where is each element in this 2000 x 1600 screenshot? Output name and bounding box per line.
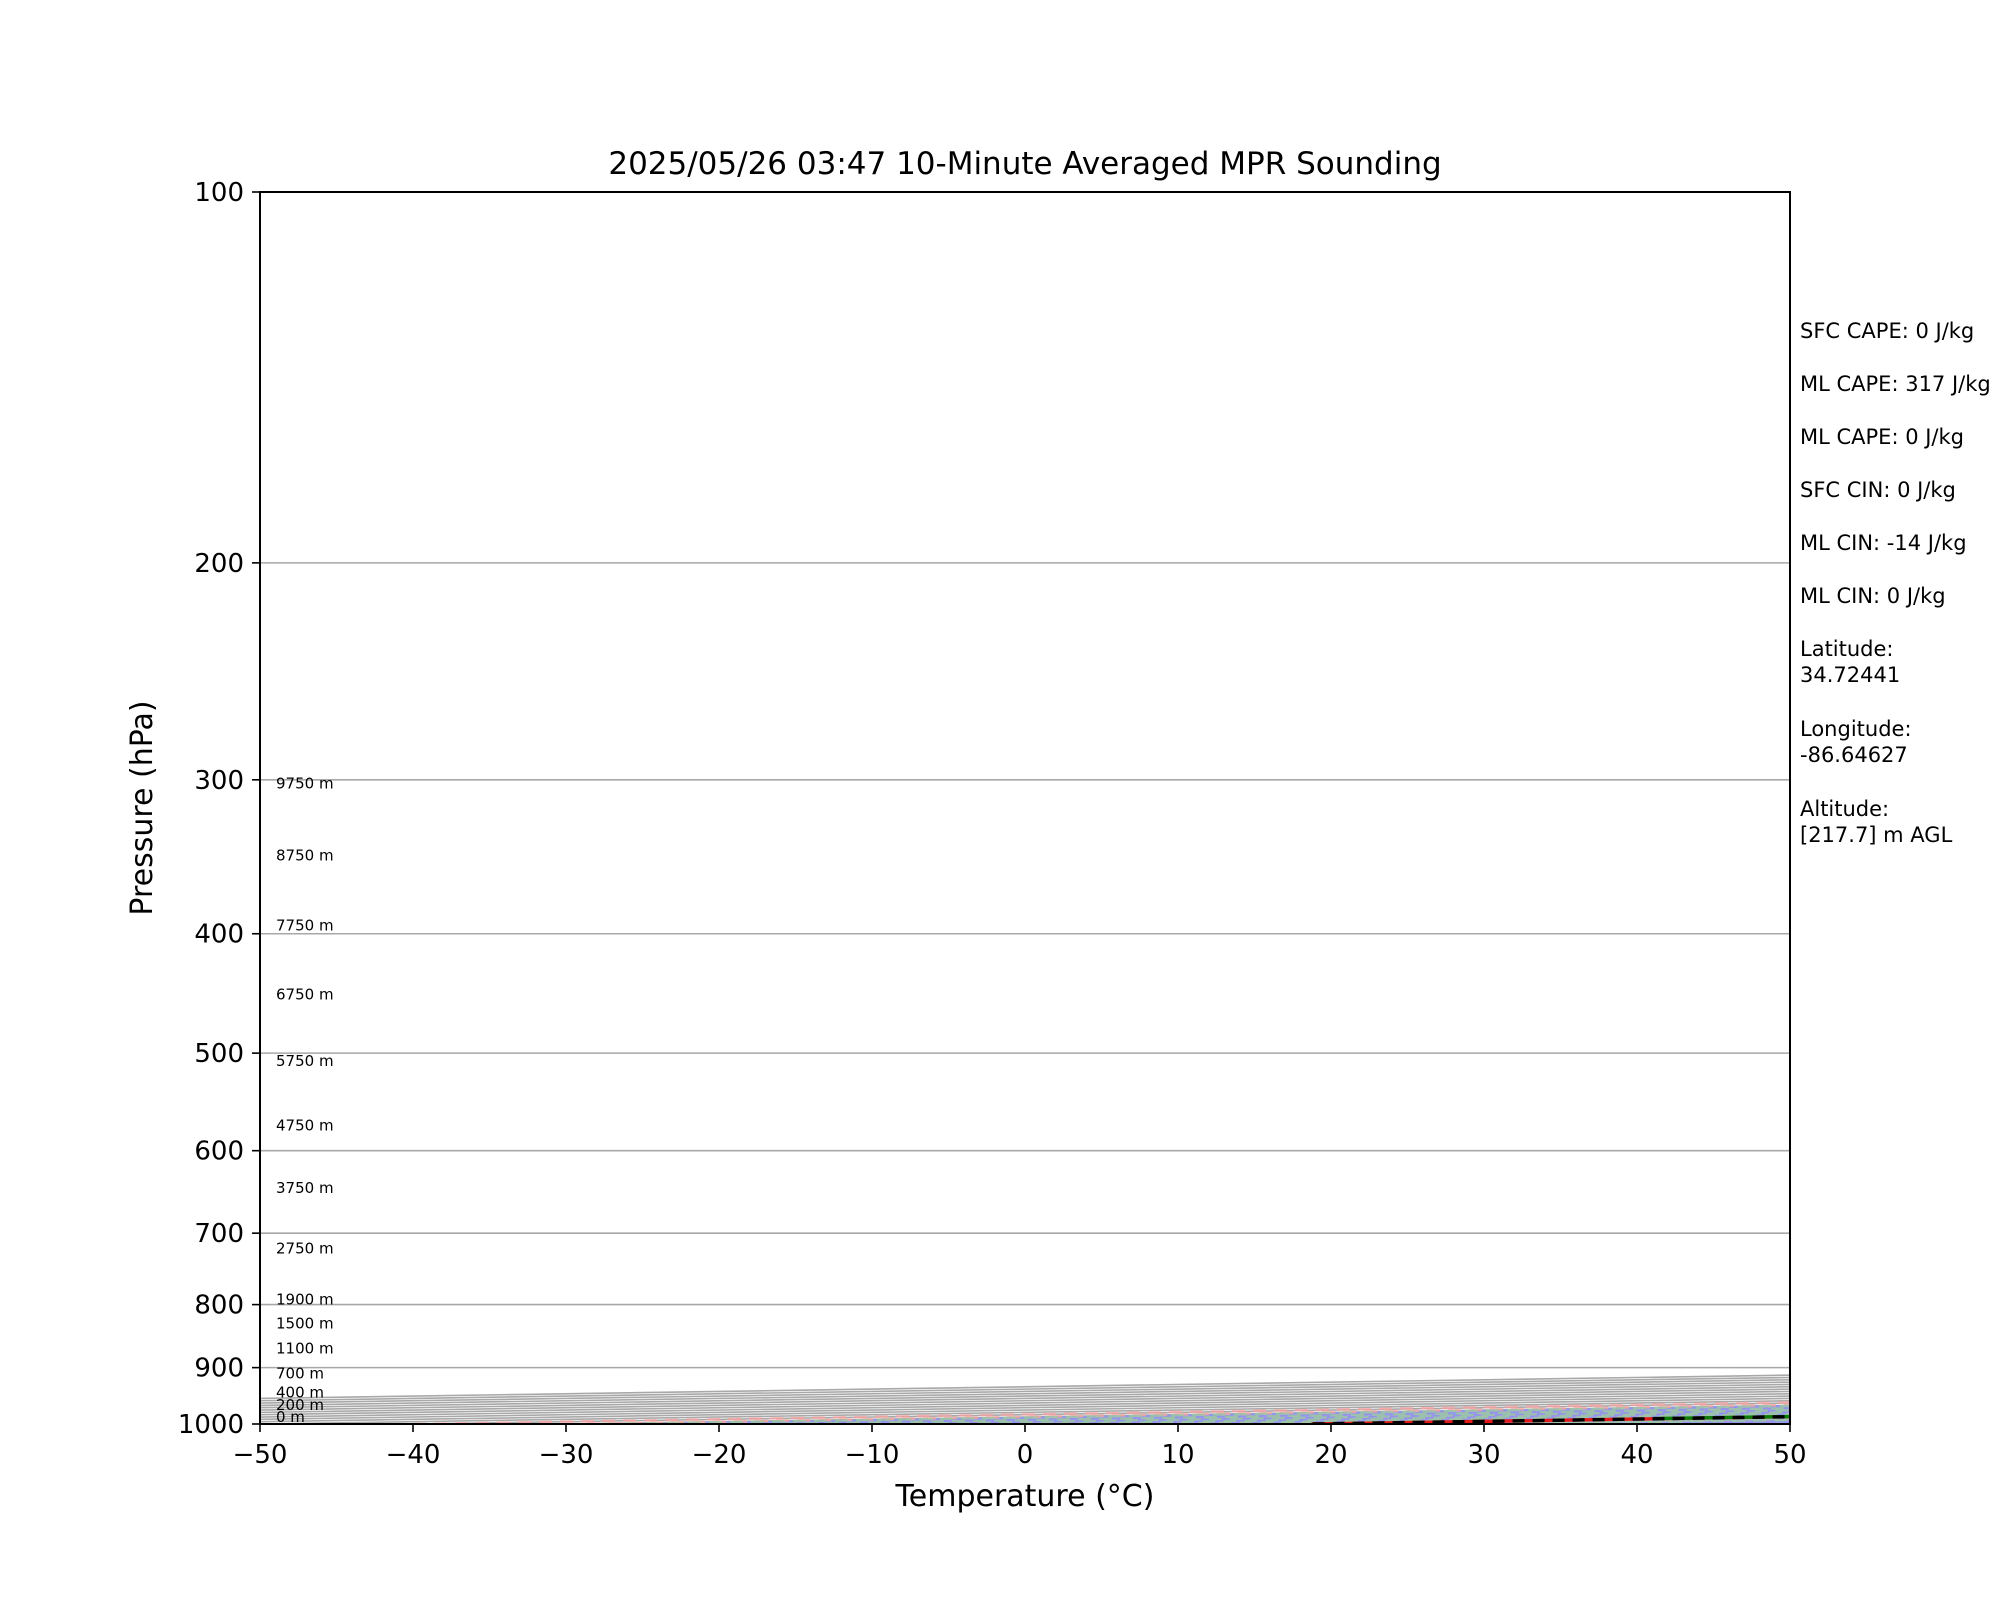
x-axis-label: Temperature (°C) xyxy=(895,1479,1155,1514)
info-item-value: -86.64627 xyxy=(1800,743,1908,767)
x-tick-label: −30 xyxy=(539,1440,594,1470)
height-label: 200 m xyxy=(276,1396,324,1414)
x-tick-label: 0 xyxy=(1017,1440,1034,1470)
height-label: 700 m xyxy=(276,1365,324,1383)
y-tick-label: 500 xyxy=(194,1039,244,1069)
height-label: 9750 m xyxy=(276,774,334,792)
info-item-value: [217.7] m AGL xyxy=(1800,823,1953,847)
x-tick-label: −10 xyxy=(845,1440,900,1470)
y-tick-label: 900 xyxy=(194,1354,244,1384)
y-tick-label: 1000 xyxy=(178,1410,244,1440)
height-label: 1100 m xyxy=(276,1340,334,1358)
height-label: 0 m xyxy=(276,1408,305,1426)
info-item: ML CIN: 0 J/kg xyxy=(1800,584,1946,608)
y-tick-label: 200 xyxy=(194,549,244,579)
plot-area xyxy=(260,562,1790,1424)
info-item: SFC CAPE: 0 J/kg xyxy=(1800,319,1974,343)
y-axis-label: Pressure (hPa) xyxy=(125,700,160,915)
height-label: 5750 m xyxy=(276,1052,334,1070)
x-tick-label: 40 xyxy=(1620,1440,1653,1470)
info-item: ML CAPE: 0 J/kg xyxy=(1800,425,1964,449)
height-label: 1900 m xyxy=(276,1291,334,1309)
info-item-label: Longitude: xyxy=(1800,717,1912,741)
info-item: ML CAPE: 317 J/kg xyxy=(1800,372,1991,396)
height-label: 6750 m xyxy=(276,985,334,1003)
info-item-label: Altitude: xyxy=(1800,797,1889,821)
x-tick-label: 30 xyxy=(1467,1440,1500,1470)
info-item: SFC CIN: 0 J/kg xyxy=(1800,478,1956,502)
height-label: 3750 m xyxy=(276,1179,334,1197)
height-label: 7750 m xyxy=(276,916,334,934)
y-axis: 100 200 300 400 500 600 700 800 900 1000 xyxy=(178,178,260,1440)
y-tick-label: 100 xyxy=(194,178,244,208)
info-item-value: 34.72441 xyxy=(1800,663,1900,687)
x-tick-label: −40 xyxy=(386,1440,441,1470)
height-label: 4750 m xyxy=(276,1117,334,1135)
isobar-grid xyxy=(260,562,1790,1369)
x-axis: −50 −40 −30 −20 −10 0 10 20 30 40 50 xyxy=(233,1424,1807,1470)
x-tick-label: 10 xyxy=(1161,1440,1194,1470)
x-tick-label: 50 xyxy=(1773,1440,1806,1470)
y-tick-label: 600 xyxy=(194,1137,244,1167)
y-tick-label: 300 xyxy=(194,766,244,796)
x-tick-label: −20 xyxy=(692,1440,747,1470)
y-tick-label: 800 xyxy=(194,1291,244,1321)
height-label: 2750 m xyxy=(276,1240,334,1258)
y-tick-label: 400 xyxy=(194,920,244,950)
x-tick-label: −50 xyxy=(233,1440,288,1470)
info-item: ML CIN: -14 J/kg xyxy=(1800,531,1967,555)
chart-title: 2025/05/26 03:47 10-Minute Averaged MPR … xyxy=(608,146,1441,182)
info-item-label: Latitude: xyxy=(1800,637,1894,661)
height-label: 1500 m xyxy=(276,1315,334,1333)
height-label: 8750 m xyxy=(276,846,334,864)
y-tick-label: 700 xyxy=(194,1219,244,1249)
x-tick-label: 20 xyxy=(1314,1440,1347,1470)
height-label: 400 m xyxy=(276,1383,324,1401)
info-panel: SFC CAPE: 0 J/kg ML CAPE: 317 J/kg ML CAPE… xyxy=(1800,319,1991,847)
